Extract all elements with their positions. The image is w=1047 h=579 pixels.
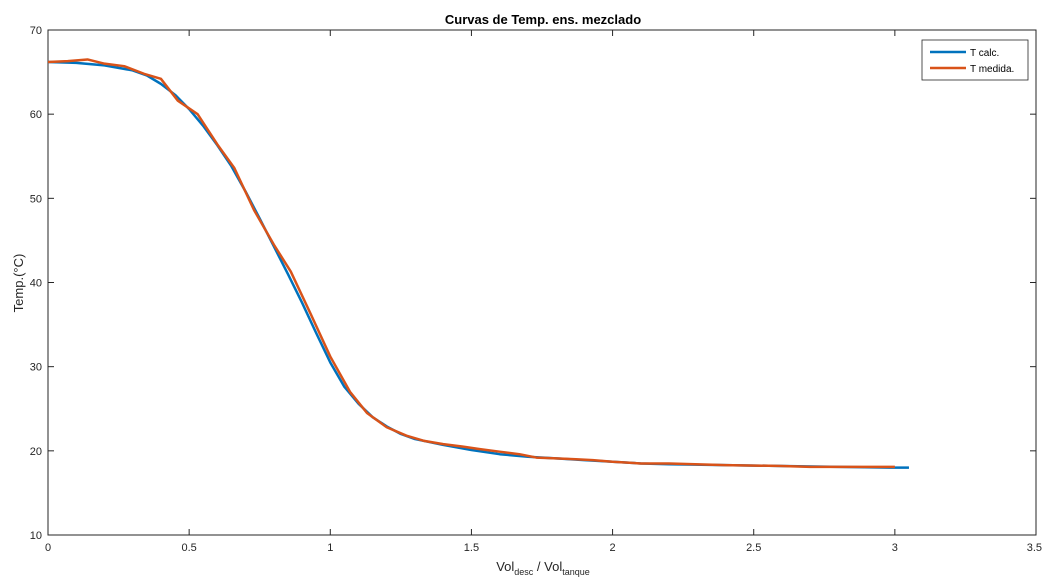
y-tick-label: 20 (30, 446, 42, 458)
legend-box (921, 39, 1029, 81)
x-axis-label: Voldesc / Voltanque (496, 559, 590, 577)
x-tick-label: 2 (610, 542, 616, 554)
chart-title: Curvas de Temp. ens. mezclado (445, 12, 641, 27)
plot-area (47, 29, 1037, 536)
y-tick-label: 30 (30, 362, 42, 374)
y-tick-label: 40 (30, 278, 42, 290)
y-axis-ticks: 10 20 30 40 50 60 70 (30, 25, 1036, 542)
series-line-t-medida (47, 58, 895, 469)
x-tick-label: 0.5 (181, 542, 196, 554)
y-tick-label: 60 (30, 109, 42, 121)
y-tick-label: 10 (30, 530, 42, 542)
y-tick-label: 70 (30, 25, 42, 37)
x-tick-label: 2.5 (746, 542, 761, 554)
x-tick-label: 1 (327, 542, 333, 554)
x-tick-label: 1.5 (464, 542, 479, 554)
legend-label-t-calc: T calc. (970, 48, 999, 59)
legend-label-t-medida: T medida. (970, 64, 1014, 75)
legend: T calc. T medida. (921, 39, 1029, 81)
x-tick-label: 0 (45, 542, 51, 554)
y-axis-label: Temp.(°C) (11, 254, 26, 313)
x-tick-label: 3 (892, 542, 898, 554)
series-lines (47, 58, 909, 469)
y-tick-label: 50 (30, 193, 42, 205)
x-tick-label: 3.5 (1027, 542, 1042, 554)
x-axis-ticks: 0 0.5 1 1.5 2 2.5 3 3.5 (45, 30, 1042, 554)
